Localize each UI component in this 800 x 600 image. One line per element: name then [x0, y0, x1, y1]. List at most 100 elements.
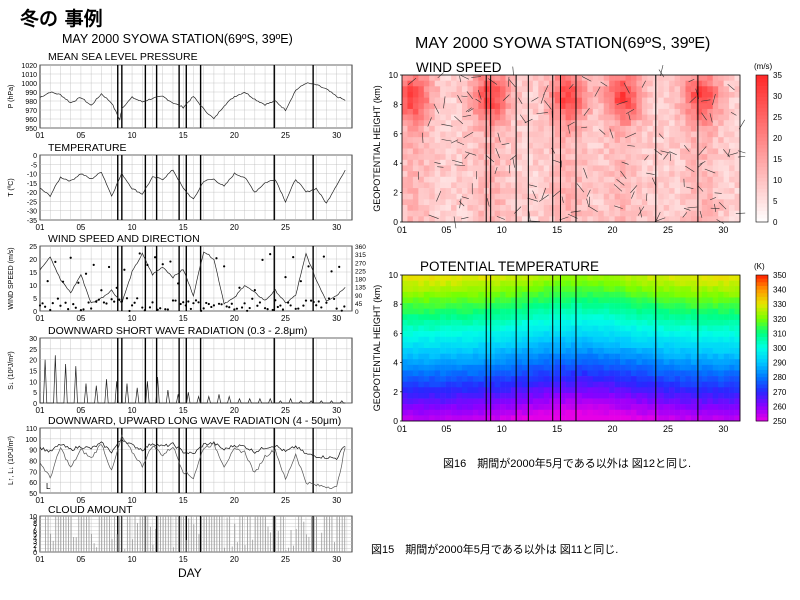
- wind-direction-point: [243, 302, 246, 305]
- y2-tick-label: 180: [355, 277, 366, 284]
- cloud-bar: [344, 516, 346, 552]
- heatmap-cell: [434, 319, 441, 326]
- colorbar-tick-label: 5: [773, 197, 778, 206]
- heatmap-cell: [511, 314, 517, 321]
- heatmap-cell: [592, 404, 599, 411]
- colorbar-unit: (K): [754, 262, 765, 271]
- heatmap-cell: [434, 188, 441, 195]
- heatmap-cell: [647, 188, 654, 195]
- heatmap-cell: [663, 381, 670, 388]
- heatmap-cell: [516, 404, 523, 411]
- heatmap-cell: [680, 415, 686, 422]
- wind-direction-point: [77, 281, 80, 284]
- heatmap-cell: [516, 342, 523, 349]
- heatmap-cell: [532, 97, 539, 104]
- colorbar-cell: [756, 148, 768, 153]
- heatmap-cell: [412, 182, 419, 189]
- heatmap-cell: [423, 381, 430, 388]
- heatmap-cell: [620, 342, 626, 349]
- y-tick-label: 8: [33, 521, 37, 528]
- heatmap-cell: [516, 171, 523, 178]
- heatmap-cell: [723, 297, 730, 304]
- y-tick-label: 9: [33, 518, 37, 525]
- heatmap-cell: [516, 370, 523, 377]
- heatmap-cell: [647, 97, 654, 104]
- colorbar-cell: [756, 177, 768, 182]
- heatmap-cell: [690, 114, 697, 121]
- heatmap-cell: [511, 188, 517, 195]
- heatmap-cell: [467, 125, 474, 132]
- heatmap-cell: [620, 364, 626, 371]
- heatmap-cell: [581, 336, 588, 343]
- heatmap-cell: [680, 91, 686, 98]
- heatmap-cell: [511, 325, 517, 332]
- heatmap-cell: [554, 75, 561, 81]
- heatmap-cell: [489, 125, 495, 132]
- heatmap-cell: [609, 314, 615, 321]
- heatmap-cell: [603, 216, 610, 223]
- heatmap-cell: [620, 348, 626, 354]
- heatmap-cell: [636, 280, 643, 287]
- heatmap-cell: [625, 188, 632, 195]
- heatmap-cell: [494, 165, 501, 172]
- heatmap-cell: [402, 103, 408, 110]
- colorbar-cell: [756, 333, 768, 338]
- heatmap-cell: [641, 199, 648, 206]
- wind-direction-point: [64, 301, 67, 304]
- x-tick-label: 01: [397, 225, 407, 235]
- heatmap-cell: [472, 216, 479, 223]
- heatmap-cell: [500, 415, 506, 422]
- heatmap-cell: [718, 370, 724, 377]
- cloud-bar: [234, 523, 236, 552]
- heatmap-cell: [521, 280, 528, 287]
- heatmap-cell: [445, 131, 452, 138]
- heatmap-cell: [647, 308, 654, 315]
- heatmap-cell: [663, 97, 670, 104]
- heatmap-cell: [663, 331, 670, 338]
- heatmap-cell: [609, 125, 615, 132]
- heatmap-cell: [658, 148, 664, 155]
- colorbar-cell: [756, 170, 768, 175]
- heatmap-cell: [429, 348, 436, 354]
- heatmap-cell: [707, 319, 714, 326]
- heatmap-cell: [478, 86, 485, 93]
- heatmap-cell: [472, 364, 479, 371]
- heatmap-cell: [418, 142, 425, 149]
- heatmap-cell: [538, 392, 545, 399]
- heatmap-cell: [685, 182, 692, 189]
- heatmap-cell: [571, 199, 577, 206]
- heatmap-cell: [614, 319, 621, 326]
- heatmap-cell: [429, 409, 436, 416]
- heatmap-cell: [592, 319, 599, 326]
- wind-barb: [709, 113, 713, 123]
- heatmap-cell: [729, 387, 735, 394]
- wind-barb: [628, 113, 631, 121]
- heatmap-cell: [511, 148, 517, 155]
- heatmap-cell: [625, 398, 632, 405]
- heatmap-cell: [500, 80, 506, 87]
- heatmap-cell: [500, 75, 506, 81]
- heatmap-cell: [587, 392, 594, 399]
- heatmap-cell: [478, 165, 485, 172]
- heatmap-cell: [532, 171, 539, 178]
- heatmap-cell: [680, 319, 686, 326]
- heatmap-cell: [549, 415, 555, 422]
- heatmap-cell: [505, 404, 512, 411]
- heatmap-cell: [461, 308, 468, 315]
- heatmap-cell: [456, 370, 463, 377]
- wind-direction-point: [266, 308, 269, 311]
- heatmap-cell: [641, 75, 648, 81]
- wind-barb: [457, 95, 463, 104]
- heatmap-cell: [592, 398, 599, 405]
- heatmap-cell: [489, 210, 495, 217]
- heatmap-cell: [467, 142, 474, 149]
- colorbar-cell: [756, 192, 768, 197]
- heatmap-cell: [614, 125, 621, 132]
- heatmap-cell: [625, 409, 632, 416]
- heatmap-cell: [658, 319, 664, 326]
- x-tick-label: 15: [179, 555, 188, 564]
- wind-barb: [496, 216, 505, 220]
- heatmap-cell: [543, 381, 550, 388]
- heatmap-cell: [434, 108, 441, 115]
- heatmap-cell: [565, 370, 572, 377]
